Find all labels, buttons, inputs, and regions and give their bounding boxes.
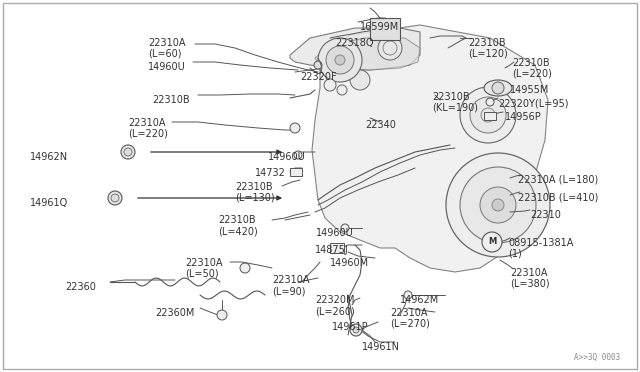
Circle shape — [108, 191, 122, 205]
Circle shape — [378, 36, 402, 60]
Circle shape — [492, 82, 504, 94]
Text: 22310A: 22310A — [272, 275, 310, 285]
Circle shape — [486, 98, 494, 106]
Text: 22310B: 22310B — [468, 38, 506, 48]
Text: 14875J: 14875J — [315, 245, 349, 255]
Circle shape — [326, 46, 354, 74]
Circle shape — [337, 85, 347, 95]
Text: 14960U: 14960U — [316, 228, 354, 238]
Circle shape — [350, 324, 362, 336]
Text: 22310A: 22310A — [390, 308, 428, 318]
Text: (L=90): (L=90) — [272, 286, 305, 296]
Text: 22310A: 22310A — [128, 118, 166, 128]
Text: A>>3Q 0003: A>>3Q 0003 — [573, 353, 620, 362]
Circle shape — [460, 167, 536, 243]
Bar — [370, 18, 400, 40]
Text: 22310A: 22310A — [185, 258, 223, 268]
Text: 14961P: 14961P — [332, 322, 369, 332]
Circle shape — [318, 38, 362, 82]
Text: (L=380): (L=380) — [510, 279, 550, 289]
Text: 22310A (L=180): 22310A (L=180) — [518, 175, 598, 185]
Text: 22310B: 22310B — [235, 182, 273, 192]
Text: (L=220): (L=220) — [128, 129, 168, 139]
Text: (L=220): (L=220) — [512, 69, 552, 79]
Text: 14962N: 14962N — [30, 152, 68, 162]
Text: 22360M: 22360M — [155, 308, 195, 318]
Polygon shape — [312, 25, 548, 272]
Text: (L=120): (L=120) — [468, 49, 508, 59]
Text: 22310A: 22310A — [510, 268, 547, 278]
Circle shape — [314, 61, 322, 69]
Circle shape — [482, 232, 502, 252]
Circle shape — [294, 151, 302, 159]
Circle shape — [446, 153, 550, 257]
Text: (L=420): (L=420) — [218, 226, 258, 236]
Text: 22310B: 22310B — [432, 92, 470, 102]
Text: 22340: 22340 — [365, 120, 396, 130]
Text: (L=130): (L=130) — [235, 193, 275, 203]
Text: 22318Q: 22318Q — [335, 38, 374, 48]
Circle shape — [341, 224, 349, 232]
Circle shape — [217, 310, 227, 320]
Ellipse shape — [484, 80, 512, 96]
Text: 22320F: 22320F — [300, 72, 337, 82]
Circle shape — [324, 79, 336, 91]
Text: (KL=190): (KL=190) — [432, 103, 478, 113]
Bar — [484, 112, 496, 120]
Text: 22310B (L=410): 22310B (L=410) — [518, 192, 598, 202]
Text: 14955M: 14955M — [510, 85, 549, 95]
Circle shape — [470, 97, 506, 133]
Circle shape — [121, 145, 135, 159]
Polygon shape — [315, 38, 420, 70]
Circle shape — [460, 87, 516, 143]
Circle shape — [353, 327, 359, 333]
Text: 14732: 14732 — [255, 168, 286, 178]
Text: (L=270): (L=270) — [390, 319, 430, 329]
Text: 22310A: 22310A — [148, 38, 186, 48]
Text: (L=60): (L=60) — [148, 49, 182, 59]
Text: 14961Q: 14961Q — [30, 198, 68, 208]
Bar — [330, 243, 344, 253]
Circle shape — [350, 70, 370, 90]
Text: 14960U: 14960U — [268, 152, 306, 162]
Text: 14960U: 14960U — [148, 62, 186, 72]
Text: 22310: 22310 — [530, 210, 561, 220]
Circle shape — [480, 187, 516, 223]
Text: 22310B: 22310B — [218, 215, 255, 225]
Circle shape — [124, 148, 132, 156]
Text: (1): (1) — [508, 249, 522, 259]
Text: M: M — [488, 237, 496, 247]
Text: 22320M: 22320M — [315, 295, 355, 305]
Bar — [290, 168, 302, 176]
Circle shape — [111, 194, 119, 202]
Circle shape — [492, 199, 504, 211]
Text: 22320Y(L=95): 22320Y(L=95) — [498, 98, 568, 108]
Text: 14961N: 14961N — [362, 342, 400, 352]
Text: 08915-1381A: 08915-1381A — [508, 238, 573, 248]
Text: 14962M: 14962M — [400, 295, 439, 305]
Circle shape — [240, 263, 250, 273]
Text: 14960M: 14960M — [330, 258, 369, 268]
Text: 22360: 22360 — [65, 282, 96, 292]
Text: 14956P: 14956P — [505, 112, 541, 122]
Text: 22310B: 22310B — [152, 95, 189, 105]
Polygon shape — [290, 28, 420, 70]
Text: 22310B: 22310B — [512, 58, 550, 68]
Text: (L=260): (L=260) — [315, 306, 355, 316]
Text: 16599M: 16599M — [360, 22, 399, 32]
Circle shape — [335, 55, 345, 65]
Circle shape — [404, 291, 412, 299]
Circle shape — [290, 123, 300, 133]
Text: (L=50): (L=50) — [185, 269, 219, 279]
